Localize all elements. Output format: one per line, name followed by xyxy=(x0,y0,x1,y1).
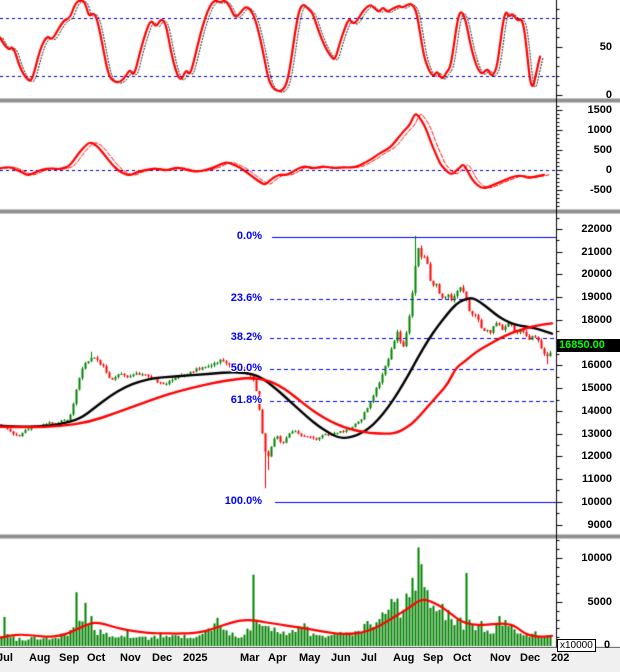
y-tick-label: 9000 xyxy=(587,518,612,531)
month-label: Apr xyxy=(268,652,287,664)
month-label: Sep xyxy=(423,652,444,664)
y-tick-label: 12000 xyxy=(581,450,612,463)
month-label: Mar xyxy=(240,652,260,664)
y-tick-label: 19000 xyxy=(581,291,612,304)
month-label: Nov xyxy=(490,652,511,664)
y-tick-label: 500 xyxy=(593,144,612,156)
last-price-value: 16850.00 xyxy=(559,339,605,351)
y-tick-label: 1000 xyxy=(587,124,612,136)
y-tick-label: 5000 xyxy=(587,596,612,608)
y-tick-label: 18000 xyxy=(581,313,612,326)
y-tick-label: 20000 xyxy=(581,268,612,281)
month-label: Sep xyxy=(59,652,80,664)
month-label: Jul xyxy=(361,652,377,664)
y-tick-label: 21000 xyxy=(581,245,612,258)
y-tick-label: 0 xyxy=(605,89,612,101)
y-tick-label: 10000 xyxy=(581,552,612,564)
y-tick-label: 11000 xyxy=(582,473,612,486)
price-panel[interactable] xyxy=(0,213,556,533)
month-label: Jul xyxy=(0,652,13,664)
fib-level-label: 50.0% xyxy=(230,362,262,375)
momentum-panel[interactable] xyxy=(0,104,556,208)
y-tick-label: 14000 xyxy=(581,404,612,417)
y-tick-label: 50 xyxy=(599,41,612,53)
month-label: Dec xyxy=(520,652,541,664)
month-label: Dec xyxy=(152,652,173,664)
y-tick-label: 16000 xyxy=(581,359,612,372)
month-label: 2025 xyxy=(183,652,208,664)
y-tick-label: 0 xyxy=(605,164,612,176)
month-label: Oct xyxy=(453,652,472,664)
month-label: 202 xyxy=(551,652,570,664)
month-label: Jun xyxy=(331,652,351,664)
stochastic-panel[interactable] xyxy=(0,0,556,96)
month-label: May xyxy=(299,652,321,664)
fib-level-label: 23.6% xyxy=(230,292,262,305)
volume-zero-label: 0 xyxy=(604,639,611,651)
y-tick-label: -500 xyxy=(589,184,612,196)
volume-panel[interactable] xyxy=(0,537,556,646)
month-label: Oct xyxy=(87,652,106,664)
y-tick-label: 15000 xyxy=(581,382,612,395)
fib-level-label: 61.8% xyxy=(230,393,262,406)
fib-level-label: 0.0% xyxy=(236,229,262,242)
month-label: Aug xyxy=(393,652,415,664)
fib-level-label: 38.2% xyxy=(230,331,262,344)
y-tick-label: 10000 xyxy=(581,495,612,508)
y-tick-label: 22000 xyxy=(581,223,612,235)
y-tick-label: 13000 xyxy=(581,427,612,440)
time-axis-strip xyxy=(0,648,620,672)
fib-level-label: 100.0% xyxy=(224,494,262,507)
y-tick-label: 1500 xyxy=(587,104,612,116)
last-price-tag: 16850.00 xyxy=(557,339,620,352)
month-label: Aug xyxy=(29,652,51,664)
volume-unit-label: x10000 xyxy=(557,639,596,652)
month-label: Nov xyxy=(120,652,141,664)
